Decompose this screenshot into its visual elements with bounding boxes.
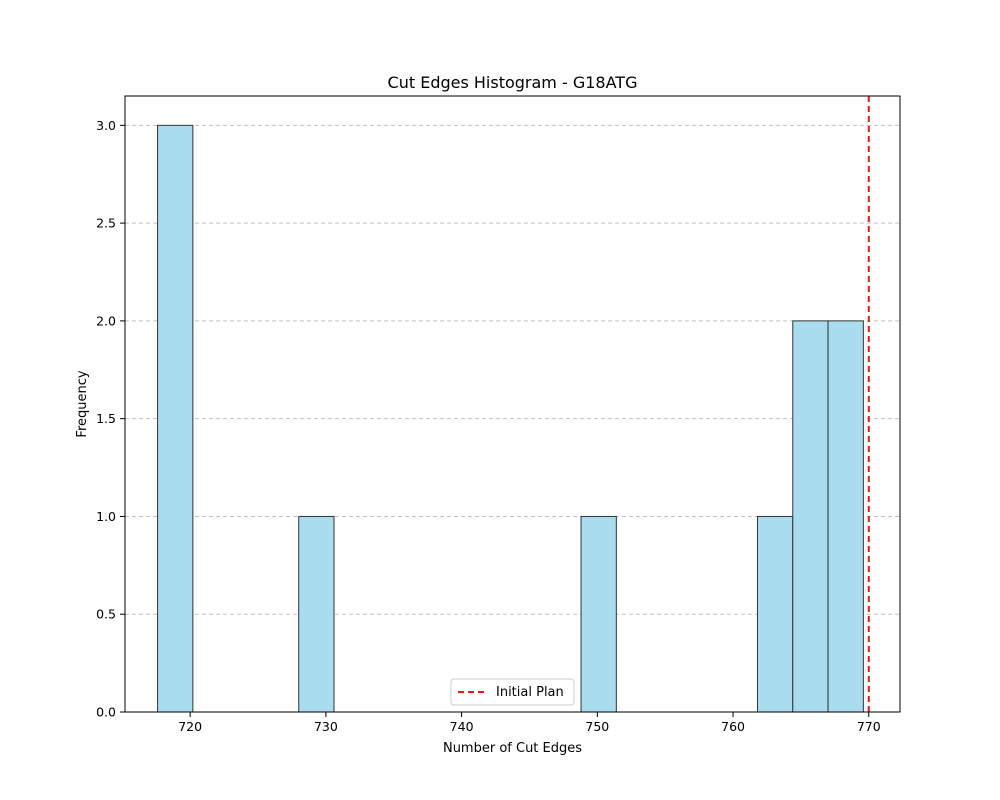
x-tick-label: 760 [721,719,745,734]
histogram-bar [298,515,335,713]
x-tick-label: 750 [585,719,609,734]
y-grid-lines [125,124,900,713]
x-tick-label: 740 [450,719,474,734]
y-tick-label: 3.0 [96,118,116,133]
y-tick-label: 2.5 [96,216,116,231]
chart-title: Cut Edges Histogram - G18ATG [388,73,638,92]
plot-area-frame [124,95,901,713]
y-tick-label: 1.5 [96,411,116,426]
x-tick-label: 730 [314,719,338,734]
y-axis-ticks: 0.0 0.5 1.0 1.5 2.0 2.5 3.0 [96,118,125,720]
x-axis-ticks: 720 730 740 750 760 770 [178,712,881,734]
histogram-bar [157,124,194,713]
y-tick-label: 1.0 [96,509,116,524]
y-tick-label: 0.0 [96,705,116,720]
legend-box [450,678,575,706]
histogram-bar [827,320,864,713]
histogram-bar [792,320,829,713]
legend-initial-plan-label: Initial Plan [496,685,564,700]
x-axis-label: Number of Cut Edges [443,741,582,756]
histogram-bar [580,515,617,713]
histogram-bar [756,515,794,713]
x-tick-label: 770 [857,719,881,734]
histogram-bars [157,124,864,713]
y-axis-label: Frequency [75,370,90,437]
x-tick-label: 720 [178,719,202,734]
y-tick-label: 2.0 [96,313,116,328]
legend: Initial Plan [450,678,575,706]
y-tick-label: 0.5 [96,607,116,622]
